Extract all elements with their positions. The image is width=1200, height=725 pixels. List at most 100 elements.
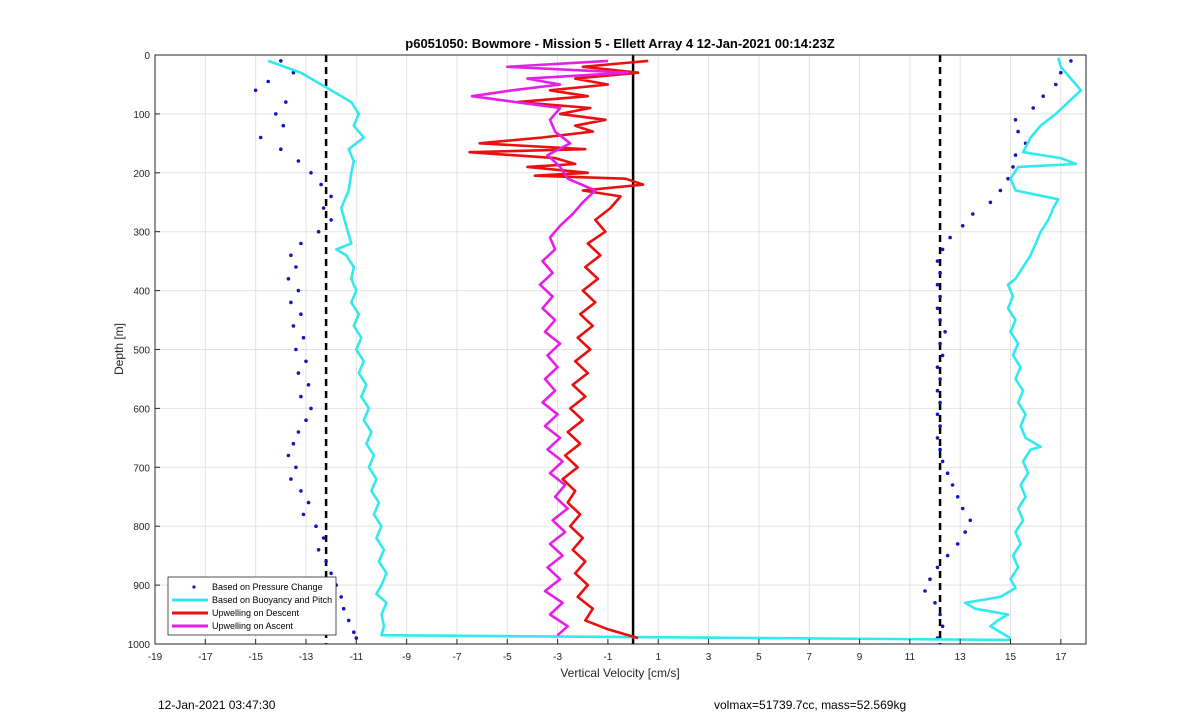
x-tick-label: -13 [299, 652, 314, 663]
data-point-based-on-pressure-change [304, 359, 308, 364]
data-point-based-on-pressure-change [935, 388, 940, 393]
legend-label-ascent: Upwelling on Ascent [212, 621, 294, 631]
series-line-based-on-buoyancy-and-pitch [267, 59, 1011, 642]
x-tick-label: 9 [857, 652, 863, 663]
x-tick-label: 1 [655, 652, 661, 663]
data-point-based-on-pressure-change [286, 453, 291, 458]
data-point-based-on-pressure-change [960, 224, 965, 228]
ticks: -19 -17 -15 -13 -11 -9 -7 -5 -3 -1 1 3 5 7 9 11 13 15 1701… [128, 51, 1067, 663]
legend-swatch-pressure [192, 585, 196, 589]
data-point-based-on-pressure-change [938, 612, 942, 617]
data-point-based-on-pressure-change [304, 418, 308, 423]
data-point-based-on-pressure-change [294, 465, 298, 470]
data-point-based-on-pressure-change [938, 271, 942, 275]
data-point-based-on-pressure-change [329, 218, 333, 222]
reference-lines [324, 55, 942, 644]
y-axis-label: Depth [m] [112, 323, 126, 375]
data-point-based-on-pressure-change [940, 247, 945, 252]
y-tick-label: 1000 [128, 640, 151, 651]
data-point-based-on-pressure-change [955, 495, 960, 499]
data-point-based-on-pressure-change [316, 548, 321, 552]
x-tick-label: 15 [1005, 652, 1017, 663]
data-point-based-on-pressure-change [321, 206, 326, 210]
data-point-based-on-pressure-change [1011, 165, 1015, 169]
data-point-based-on-pressure-change [950, 483, 955, 487]
data-point-based-on-pressure-change [281, 123, 286, 128]
data-point-based-on-pressure-change [1016, 129, 1020, 134]
x-tick-label: 5 [756, 652, 762, 663]
x-tick-label: 7 [806, 652, 812, 663]
x-tick-label: 13 [955, 652, 967, 663]
y-tick-label: 100 [133, 110, 150, 121]
data-point-based-on-pressure-change [339, 595, 344, 599]
data-point-based-on-pressure-change [289, 300, 293, 305]
data-point-based-on-pressure-change [291, 441, 296, 446]
data-point-based-on-pressure-change [938, 377, 942, 381]
x-tick-label: -1 [603, 652, 612, 663]
data-point-based-on-pressure-change [258, 135, 263, 140]
data-point-based-on-pressure-change [324, 559, 328, 564]
data-point-based-on-pressure-change [294, 347, 298, 352]
data-point-based-on-pressure-change [352, 630, 356, 634]
data-point-based-on-pressure-change [1006, 176, 1010, 181]
data-point-based-on-pressure-change [309, 406, 313, 411]
data-point-based-on-pressure-change [341, 606, 346, 611]
data-point-based-on-pressure-change [1059, 70, 1063, 75]
data-point-based-on-pressure-change [329, 194, 333, 199]
data-point-based-on-pressure-change [299, 489, 303, 493]
x-axis-label: Vertical Velocity [cm/s] [560, 666, 679, 680]
data-point-based-on-pressure-change [938, 424, 942, 428]
data-point-based-on-pressure-change [935, 306, 940, 311]
x-tick-label: 17 [1055, 652, 1067, 663]
data-point-based-on-pressure-change [319, 182, 323, 187]
data-point-based-on-pressure-change [346, 618, 351, 623]
data-point-based-on-pressure-change [935, 565, 940, 570]
data-point-based-on-pressure-change [935, 365, 940, 370]
series-layer [253, 57, 1083, 642]
data-point-based-on-pressure-change [1031, 106, 1035, 110]
data-point-based-on-pressure-change [988, 200, 993, 205]
data-point-based-on-pressure-change [296, 159, 301, 163]
data-point-based-on-pressure-change [1069, 59, 1073, 63]
legend-label-pressure: Based on Pressure Change [212, 582, 323, 592]
x-tick-label: -11 [349, 652, 363, 663]
data-point-based-on-pressure-change [938, 447, 942, 452]
data-point-based-on-pressure-change [301, 335, 306, 340]
data-point-based-on-pressure-change [296, 430, 301, 434]
data-point-based-on-pressure-change [945, 553, 950, 558]
y-tick-label: 900 [133, 581, 150, 592]
data-point-based-on-pressure-change [291, 70, 296, 75]
legend: Based on Pressure Change Based on Buoyan… [167, 576, 337, 636]
data-point-based-on-pressure-change [306, 383, 311, 387]
data-point-based-on-pressure-change [274, 112, 278, 116]
data-point-based-on-pressure-change [289, 253, 293, 258]
data-point-based-on-pressure-change [935, 412, 940, 417]
x-tick-label: -7 [452, 652, 461, 663]
footer-timestamp: 12-Jan-2021 03:47:30 [158, 698, 276, 712]
legend-label-descent: Upwelling on Descent [212, 608, 300, 618]
data-point-based-on-pressure-change [299, 312, 303, 317]
x-tick-label: 3 [706, 652, 712, 663]
data-point-based-on-pressure-change [928, 577, 932, 581]
data-point-based-on-pressure-change [938, 400, 942, 405]
data-point-based-on-pressure-change [279, 59, 283, 63]
data-point-based-on-pressure-change [940, 624, 945, 629]
chart-title: p6051050: Bowmore - Mission 5 - Ellett A… [405, 36, 834, 51]
data-point-based-on-pressure-change [314, 524, 318, 528]
data-point-based-on-pressure-change [938, 341, 942, 346]
data-point-based-on-pressure-change [943, 330, 947, 334]
y-tick-label: 0 [144, 51, 150, 62]
data-point-based-on-pressure-change [960, 506, 965, 511]
data-point-based-on-pressure-change [938, 294, 942, 299]
data-point-based-on-pressure-change [955, 542, 960, 546]
y-tick-label: 600 [133, 404, 150, 415]
series-line-upwelling-on-descent [468, 59, 649, 640]
y-tick-label: 700 [133, 463, 150, 474]
data-point-based-on-pressure-change [938, 318, 942, 322]
data-point-based-on-pressure-change [284, 100, 288, 104]
data-point-based-on-pressure-change [291, 324, 296, 328]
x-tick-label: 11 [905, 652, 916, 663]
grid [155, 55, 1086, 644]
y-tick-label: 500 [133, 346, 150, 357]
